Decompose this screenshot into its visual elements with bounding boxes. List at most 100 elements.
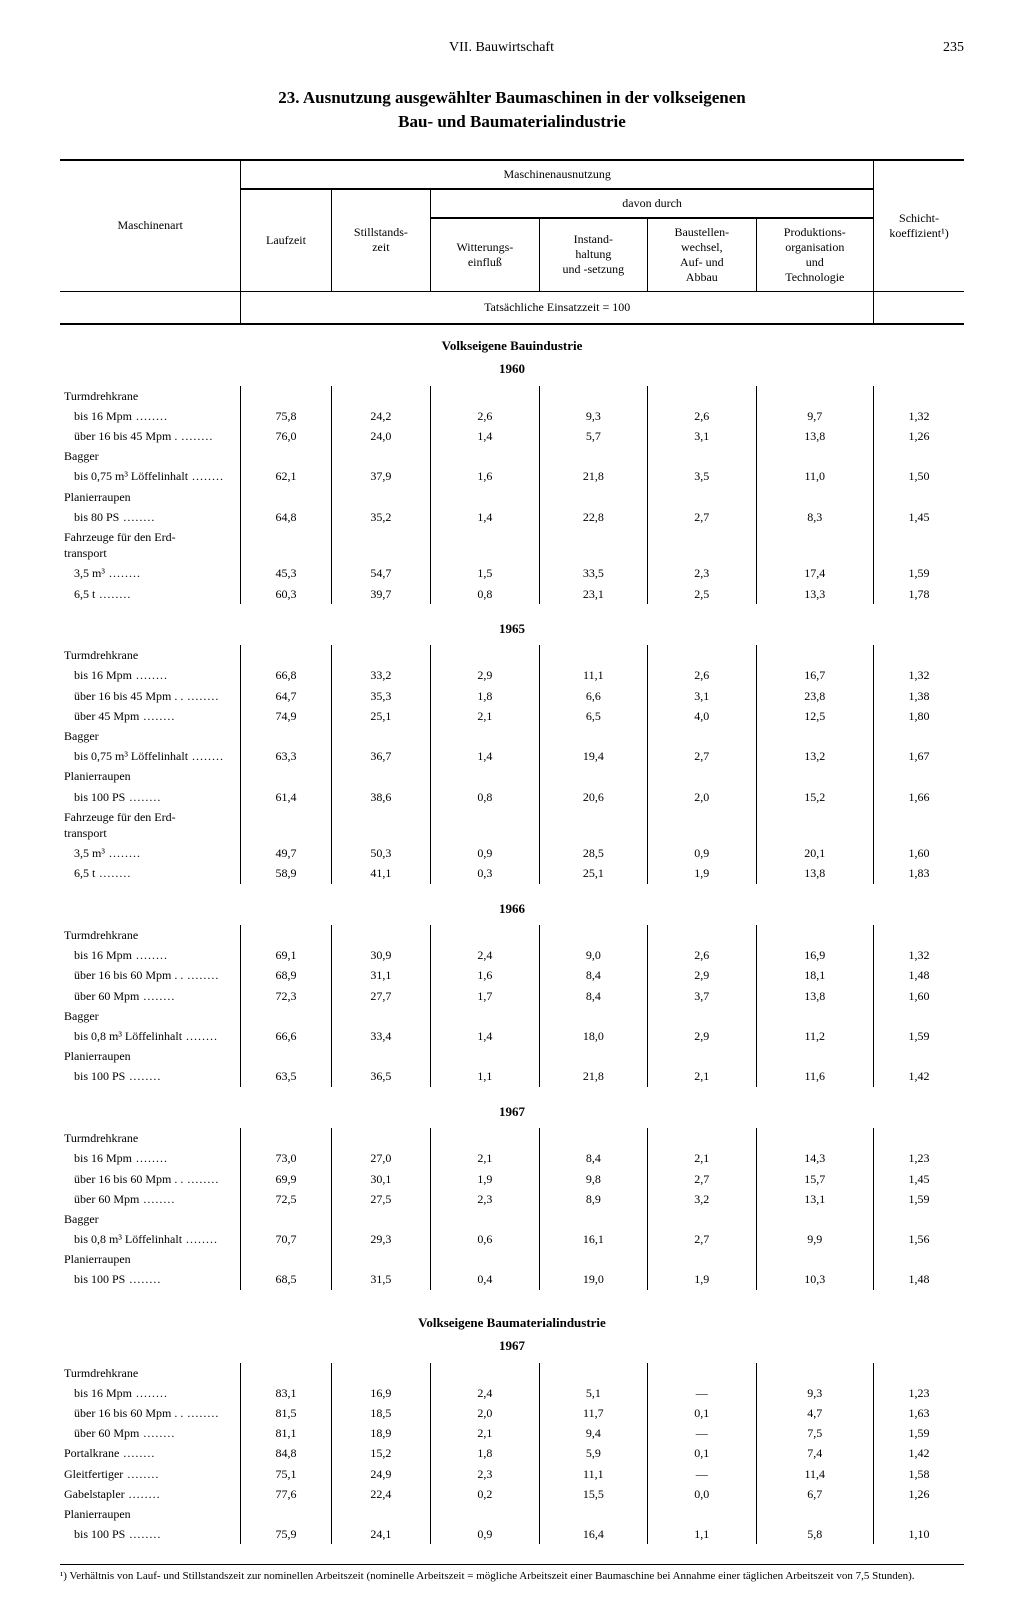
cell: 0,6 [431,1229,539,1249]
cell: 7,5 [756,1423,874,1443]
cell: 45,3 [241,563,331,583]
table-row: über 60 Mpm81,118,92,19,4—7,51,59 [60,1423,964,1443]
cell: 31,5 [331,1269,430,1289]
empty-cell [648,1046,756,1066]
cell: 0,9 [648,843,756,863]
row-label: über 16 bis 45 Mpm . [60,426,241,446]
cell: 2,7 [648,1169,756,1189]
spacer [60,1290,964,1302]
cell: 1,32 [874,945,964,965]
cell: 33,4 [331,1026,430,1046]
cell: 30,9 [331,945,430,965]
row-label: bis 16 Mpm [60,406,241,426]
cell: 2,6 [431,406,539,426]
cell: 0,8 [431,584,539,604]
cell: 22,8 [539,507,647,527]
cell: 6,6 [539,686,647,706]
cell: 1,26 [874,426,964,446]
cell: 16,4 [539,1524,647,1544]
cell: 1,58 [874,1464,964,1484]
cell: 5,7 [539,426,647,446]
group-label: Bagger [60,1006,241,1026]
empty-cell [241,726,331,746]
cell: 5,9 [539,1443,647,1463]
cell: 50,3 [331,843,430,863]
empty-cell [756,1209,874,1229]
cell: 11,1 [539,1464,647,1484]
empty-cell [241,645,331,665]
footnote: ¹) Verhältnis von Lauf- und Stillstandsz… [60,1564,964,1583]
cell: 33,5 [539,563,647,583]
empty-cell [874,766,964,786]
cell: 3,2 [648,1189,756,1209]
table-row: bis 0,8 m³ Löffelinhalt66,633,41,418,02,… [60,1026,964,1046]
empty-cell [331,807,430,843]
empty-cell [241,1128,331,1148]
cell: 58,9 [241,863,331,883]
empty-cell [431,807,539,843]
cell: 37,9 [331,466,430,486]
empty-cell [539,766,647,786]
empty-cell [431,925,539,945]
cell: 41,1 [331,863,430,883]
empty-cell [431,1209,539,1229]
cell: 2,6 [648,406,756,426]
table-row: 3,5 m³49,750,30,928,50,920,11,60 [60,843,964,863]
cell: 0,9 [431,1524,539,1544]
cell: 61,4 [241,787,331,807]
cell: 1,38 [874,686,964,706]
cell: 13,2 [756,746,874,766]
cell: 11,2 [756,1026,874,1046]
cell: 1,59 [874,1189,964,1209]
table-row: bis 0,75 m³ Löffelinhalt63,336,71,419,42… [60,746,964,766]
empty-cell [756,925,874,945]
cell: 39,7 [331,584,430,604]
empty-cell [648,446,756,466]
group-label: Planierraupen [60,1504,241,1524]
table-row: über 16 bis 60 Mpm . .69,930,11,99,82,71… [60,1169,964,1189]
empty-cell [431,1128,539,1148]
cell: 13,1 [756,1189,874,1209]
cell: 11,6 [756,1066,874,1086]
section-title: Volkseigene Baumaterialindustrie [60,1302,964,1334]
row-label: bis 16 Mpm [60,1148,241,1168]
row-label: bis 100 PS [60,1524,241,1544]
col-group-util: Maschinenausnutzung [241,160,874,189]
col-stillstand: Stillstands- zeit [331,189,430,292]
cell: 27,7 [331,986,430,1006]
cell: 74,9 [241,706,331,726]
section-title: Volkseigene Bauindustrie [60,324,964,357]
cell: — [648,1423,756,1443]
cell: 72,5 [241,1189,331,1209]
cell: 13,8 [756,863,874,883]
empty-cell [874,1363,964,1383]
cell: 77,6 [241,1484,331,1504]
group-label: Fahrzeuge für den Erd- transport [60,807,241,843]
cell: 2,9 [431,665,539,685]
cell: 7,4 [756,1443,874,1463]
table-header: Maschinenart Maschinenausnutzung Schicht… [60,160,964,324]
empty-cell [241,527,331,563]
row-label: bis 16 Mpm [60,1383,241,1403]
group-label: Bagger [60,446,241,466]
row-label: bis 0,75 m³ Löffelinhalt [60,746,241,766]
empty-cell [241,925,331,945]
empty-cell [539,1209,647,1229]
row-label: bis 100 PS [60,1269,241,1289]
cell: 9,8 [539,1169,647,1189]
group-label: Turmdrehkrane [60,645,241,665]
empty-cell [331,925,430,945]
cell: 54,7 [331,563,430,583]
empty-cell [874,807,964,843]
row-label: 3,5 m³ [60,843,241,863]
cell: 15,5 [539,1484,647,1504]
empty-cell [648,1363,756,1383]
empty-cell [431,645,539,665]
empty-cell [874,1249,964,1269]
empty-cell [874,1128,964,1148]
cell: 14,3 [756,1148,874,1168]
cell: 23,1 [539,584,647,604]
table-row: Gabelstapler77,622,40,215,50,06,71,26 [60,1484,964,1504]
empty-cell [756,527,874,563]
cell: 1,26 [874,1484,964,1504]
